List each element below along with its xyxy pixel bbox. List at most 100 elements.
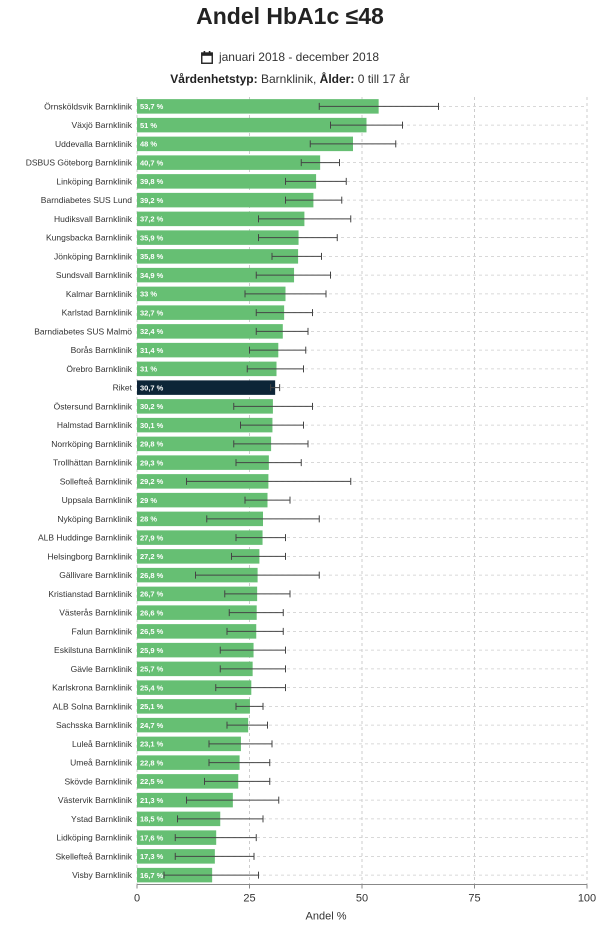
bar [137,192,314,208]
category-label: Örnsköldsvik Barnklinik [44,101,133,111]
category-label: Halmstad Barnklinik [57,420,133,430]
bar [137,755,240,770]
data-label: 21,3 % [140,796,164,805]
category-label: Luleå Barnklinik [72,739,133,749]
data-label: 23,1 % [140,740,164,749]
category-label: Hudiksvall Barnklinik [54,214,133,224]
category-label: Kalmar Barnklinik [66,289,133,299]
data-label: 53,7 % [140,102,164,111]
category-label: Växjö Barnklinik [72,120,133,130]
data-label: 35,8 % [140,252,164,261]
category-label: Västerås Barnklinik [59,608,133,618]
bar [137,549,260,564]
bar [137,530,263,545]
category-label: Nyköping Barnklinik [57,514,132,524]
data-label: 18,5 % [140,815,164,824]
x-tick-label: 25 [243,893,255,905]
data-label: 48 % [140,140,157,149]
category-label: Ystad Barnklinik [71,814,133,824]
bar [137,717,249,733]
bar [137,417,273,433]
category-label: Barndiabetes SUS Malmö [34,326,132,336]
data-label: 22,8 % [140,758,164,767]
period-line: januari 2018 - december 2018 [0,48,580,66]
bar [137,155,321,170]
filter-label-unit-type: Vårdenhetstyp: [170,72,258,86]
category-label: Skellefteå Barnklinik [55,851,132,861]
category-label: Uppsala Barnklinik [62,495,133,505]
category-label: Sollefteå Barnklinik [60,476,133,486]
bar [137,249,299,264]
data-label: 17,6 % [140,833,164,842]
category-label: Uddevalla Barnklinik [55,139,133,149]
bar [137,380,276,395]
data-label: 39,8 % [140,177,164,186]
filter-value-unit-type: Barnklinik, [260,72,317,86]
data-label: 31 % [140,365,157,374]
x-tick-label: 50 [356,893,368,905]
data-label: 30,7 % [140,383,164,392]
data-label: 28 % [140,515,157,524]
category-label: Gällivare Barnklinik [59,570,132,580]
category-label: ALB Solna Barnklinik [53,701,133,711]
data-label: 30,2 % [140,402,164,411]
category-label: Norrköping Barnklinik [51,439,133,449]
data-label: 51 % [140,121,157,130]
data-label: 26,8 % [140,571,164,580]
category-label: Östersund Barnklinik [54,401,133,411]
bar [137,661,253,677]
category-label: Gävle Barnklinik [71,664,133,674]
category-label: Skövde Barnklinik [64,776,132,786]
bar [137,736,241,752]
category-label: Sachsska Barnklinik [56,720,133,730]
data-label: 16,7 % [140,871,164,880]
bar [137,492,268,508]
category-label: Jönköping Barnklinik [54,251,133,261]
bar [137,342,279,358]
x-tick-label: 100 [578,893,596,905]
bar [137,230,299,245]
data-label: 29,2 % [140,477,164,486]
data-label: 27,9 % [140,533,164,542]
category-label: Kristianstad Barnklinik [48,589,132,599]
filter-label-age: Ålder: [319,72,355,86]
bar [137,642,254,658]
data-label: 24,7 % [140,721,164,730]
category-label: Barndiabetes SUS Lund [41,195,132,205]
data-label: 22,5 % [140,777,164,786]
category-label: Karlstad Barnklinik [62,308,133,318]
bar [137,211,305,227]
category-label: Riket [113,383,133,393]
bar [137,267,295,283]
filter-value-age: 0 till 17 år [357,72,410,86]
category-label: Visby Barnklinik [72,870,133,880]
category-label: Eskilstuna Barnklinik [54,645,133,655]
bar [137,455,269,470]
calendar-icon[interactable] [200,51,213,64]
bar [137,699,250,714]
period-text: januari 2018 - december 2018 [218,50,380,64]
bar [137,99,379,114]
data-label: 32,4 % [140,327,164,336]
data-label: 25,4 % [140,683,164,692]
bar [137,361,277,377]
data-label: 26,5 % [140,627,164,636]
category-label: ALB Huddinge Barnklinik [38,533,133,543]
data-label: 35,9 % [140,233,164,242]
data-label: 30,1 % [140,421,164,430]
data-label: 25,1 % [140,702,164,711]
bar [137,136,353,152]
data-label: 33 % [140,290,157,299]
category-label: Örebro Barnklinik [66,364,132,374]
bar [137,624,257,639]
category-label: Västervik Barnklinik [58,795,133,805]
data-label: 31,4 % [140,346,164,355]
x-axis-title: Andel % [306,911,347,923]
category-label: DSBUS Göteborg Barnklinik [26,158,133,168]
bar [137,511,263,527]
data-label: 40,7 % [140,158,164,167]
category-label: Helsingborg Barnklinik [47,551,132,561]
bar [137,774,239,789]
category-label: Falun Barnklinik [72,626,133,636]
